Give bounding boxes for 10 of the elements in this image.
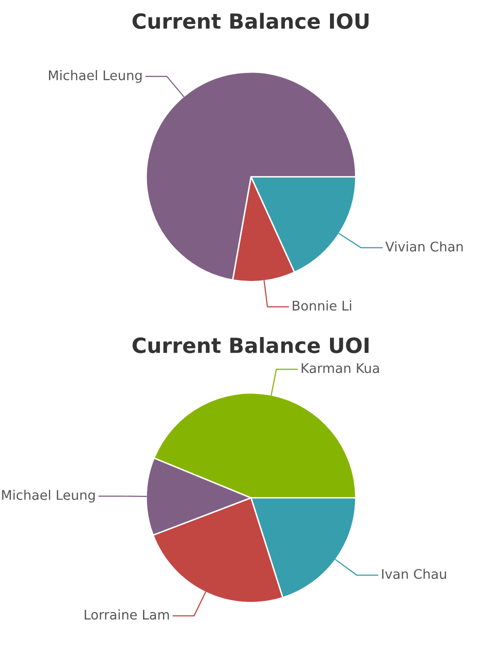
slice-label: Bonnie Li bbox=[292, 300, 352, 311]
slice-label: Michael Leung bbox=[48, 70, 142, 83]
slice-label: Ivan Chau bbox=[382, 568, 446, 579]
pie-slice bbox=[146, 71, 356, 281]
slice-label: Lorraine Lam bbox=[84, 609, 169, 620]
slice-label: Karman Kua bbox=[302, 363, 379, 374]
chart-title: Current Balance IOU bbox=[132, 12, 369, 29]
chart-title: Current Balance UOI bbox=[132, 337, 369, 354]
slice-label: Michael Leung bbox=[2, 490, 95, 503]
slice-label: Vivian Chan bbox=[385, 241, 463, 252]
